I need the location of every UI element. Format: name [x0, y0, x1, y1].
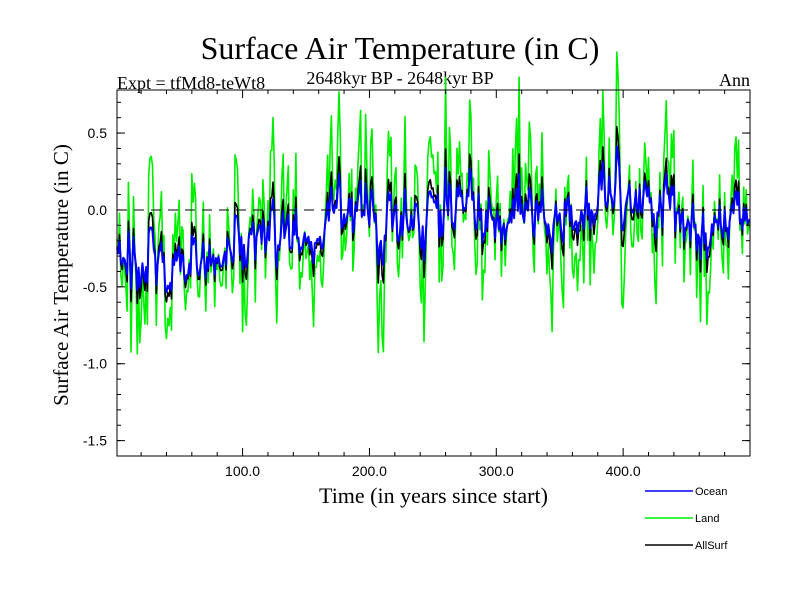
series-line-ocean — [116, 145, 751, 294]
series-line-allsurf — [116, 125, 751, 305]
series-lines-group — [116, 51, 751, 355]
y-tick-label: -1.5 — [83, 433, 107, 449]
legend: Ocean Land AllSurf — [645, 486, 728, 552]
season-label: Ann — [719, 70, 750, 90]
x-tick-label: 400.0 — [606, 463, 641, 479]
chart-title: Surface Air Temperature (in C) — [200, 30, 600, 66]
axis-ticks-group: -1.5 -1.0 -0.5 0.0 0.5 100.0 200.0 300.0 400.0 — [83, 90, 750, 479]
x-tick-label: 100.0 — [225, 463, 260, 479]
y-tick-label: 0.5 — [88, 125, 108, 141]
y-tick-label: -1.0 — [83, 356, 107, 372]
x-axis-label: Time (in years since start) — [319, 483, 548, 508]
legend-label-allsurf: AllSurf — [695, 540, 728, 552]
experiment-label: Expt = tfMd8-teWt8 — [117, 73, 266, 93]
plot-frame — [116, 89, 751, 457]
series-line-land — [116, 51, 751, 355]
y-tick-label: 0.0 — [88, 202, 108, 218]
legend-label-land: Land — [695, 513, 719, 525]
chart-subtitle: 2648kyr BP - 2648kyr BP — [306, 68, 494, 88]
y-tick-label: -0.5 — [83, 279, 107, 295]
legend-label-ocean: Ocean — [695, 486, 727, 498]
x-tick-label: 300.0 — [479, 463, 514, 479]
x-tick-label: 200.0 — [352, 463, 387, 479]
